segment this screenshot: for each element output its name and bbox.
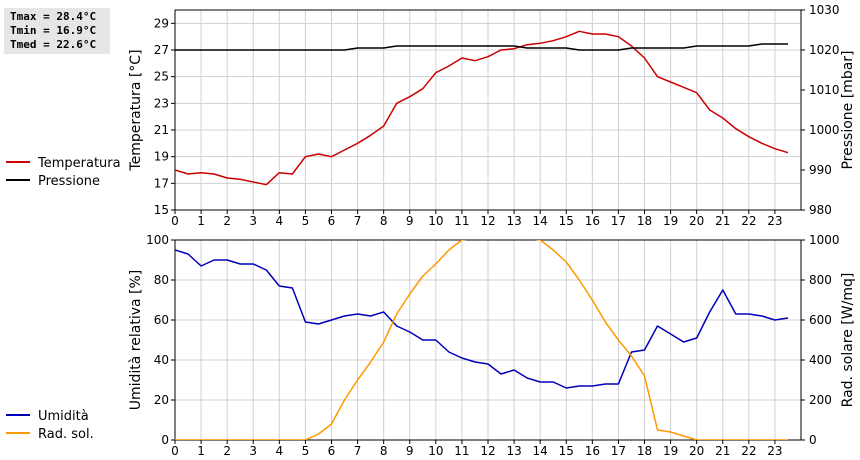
x-tick-label: 9 [406,444,414,458]
x-tick-label: 3 [249,214,257,228]
stats-box: Tmax = 28.4°C Tmin = 16.9°C Tmed = 22.6°… [4,8,110,54]
x-tick-label: 10 [428,444,443,458]
x-tick-label: 11 [454,444,469,458]
x-tick-label: 16 [585,214,600,228]
tmed-text: Tmed = 22.6°C [10,38,97,51]
x-tick-label: 18 [637,444,652,458]
x-tick-label: 20 [689,214,704,228]
y-left-tick-label: 23 [154,96,169,110]
tmax-text: Tmax = 28.4°C [10,10,97,23]
y-right-tick-label: 1000 [809,233,840,247]
y-left-tick-label: 15 [154,203,169,217]
y-left-axis-title: Temperatura [°C] [128,49,144,171]
x-tick-label: 22 [741,214,756,228]
x-tick-label: 0 [171,444,179,458]
x-tick-label: 7 [354,444,362,458]
y-left-axis-title: Umidità relativa [%] [128,270,144,411]
y-right-tick-label: 990 [809,163,832,177]
y-left-tick-label: 17 [154,176,169,190]
y-right-tick-label: 1030 [809,3,840,17]
x-tick-label: 9 [406,214,414,228]
x-tick-label: 15 [559,214,574,228]
y-left-tick-label: 100 [146,233,169,247]
x-tick-label: 12 [480,214,495,228]
y-left-tick-label: 27 [154,43,169,57]
x-tick-label: 17 [611,214,626,228]
x-tick-label: 8 [380,214,388,228]
x-tick-label: 15 [559,444,574,458]
y-left-tick-label: 40 [154,353,169,367]
x-tick-label: 6 [328,214,336,228]
x-tick-label: 11 [454,214,469,228]
x-tick-label: 19 [663,444,678,458]
x-tick-label: 3 [249,444,257,458]
y-left-tick-label: 80 [154,273,169,287]
y-right-tick-label: 1010 [809,83,840,97]
x-tick-label: 17 [611,444,626,458]
y-right-tick-label: 1000 [809,123,840,137]
x-tick-label: 20 [689,444,704,458]
x-tick-label: 0 [171,214,179,228]
y-right-tick-label: 980 [809,203,832,217]
y-right-tick-label: 800 [809,273,832,287]
y-right-tick-label: 1020 [809,43,840,57]
x-tick-label: 6 [328,444,336,458]
x-tick-label: 18 [637,214,652,228]
x-tick-label: 7 [354,214,362,228]
x-tick-label: 10 [428,214,443,228]
series-line-pressione [175,43,788,51]
x-tick-label: 2 [223,214,231,228]
legend-label: Temperatura [37,156,121,171]
series-line-rad-sol [175,240,788,440]
x-tick-label: 22 [741,444,756,458]
temperature-pressure-chart: 0 1 2 3 4 5 6 7 8 9 10 11 12 13 14 15 16 17 18 19 20 21 22 2315… [6,3,856,228]
y-right-axis-title: Pressione [mbar] [840,50,856,169]
y-right-tick-label: 600 [809,313,832,327]
series-line-temperatura [175,30,789,186]
series-line-umidit [175,249,789,389]
y-left-tick-label: 25 [154,70,169,84]
x-tick-label: 14 [533,444,548,458]
y-right-tick-label: 0 [809,433,817,447]
x-tick-label: 21 [715,214,730,228]
x-tick-label: 5 [302,444,310,458]
legend-label: Pressione [38,174,100,189]
x-tick-label: 23 [767,444,782,458]
y-left-tick-label: 20 [154,393,169,407]
x-tick-label: 14 [533,214,548,228]
y-left-tick-label: 0 [161,433,169,447]
x-tick-label: 23 [767,214,782,228]
humidity-radiation-chart: 0 1 2 3 4 5 6 7 8 9 10 11 12 13 14 15 16 17 18 19 20 21 22 2302… [6,233,856,458]
x-tick-label: 1 [197,214,205,228]
x-tick-label: 4 [276,444,284,458]
y-left-tick-label: 21 [154,123,169,137]
y-right-tick-label: 200 [809,393,832,407]
x-tick-label: 5 [302,214,310,228]
x-tick-label: 8 [380,444,388,458]
tmin-text: Tmin = 16.9°C [10,24,97,37]
x-tick-label: 1 [197,444,205,458]
x-tick-label: 4 [276,214,284,228]
x-tick-label: 13 [506,444,521,458]
legend-label: Umidità [38,409,89,424]
x-tick-label: 12 [480,444,495,458]
y-left-tick-label: 60 [154,313,169,327]
y-right-tick-label: 400 [809,353,832,367]
x-tick-label: 21 [715,444,730,458]
x-tick-label: 2 [223,444,231,458]
y-left-tick-label: 29 [154,16,169,30]
legend-label: Rad. sol. [38,427,94,442]
x-tick-label: 16 [585,444,600,458]
y-left-tick-label: 19 [154,150,169,164]
y-right-axis-title: Rad. solare [W/mq] [840,273,856,408]
x-tick-label: 19 [663,214,678,228]
x-tick-label: 13 [506,214,521,228]
